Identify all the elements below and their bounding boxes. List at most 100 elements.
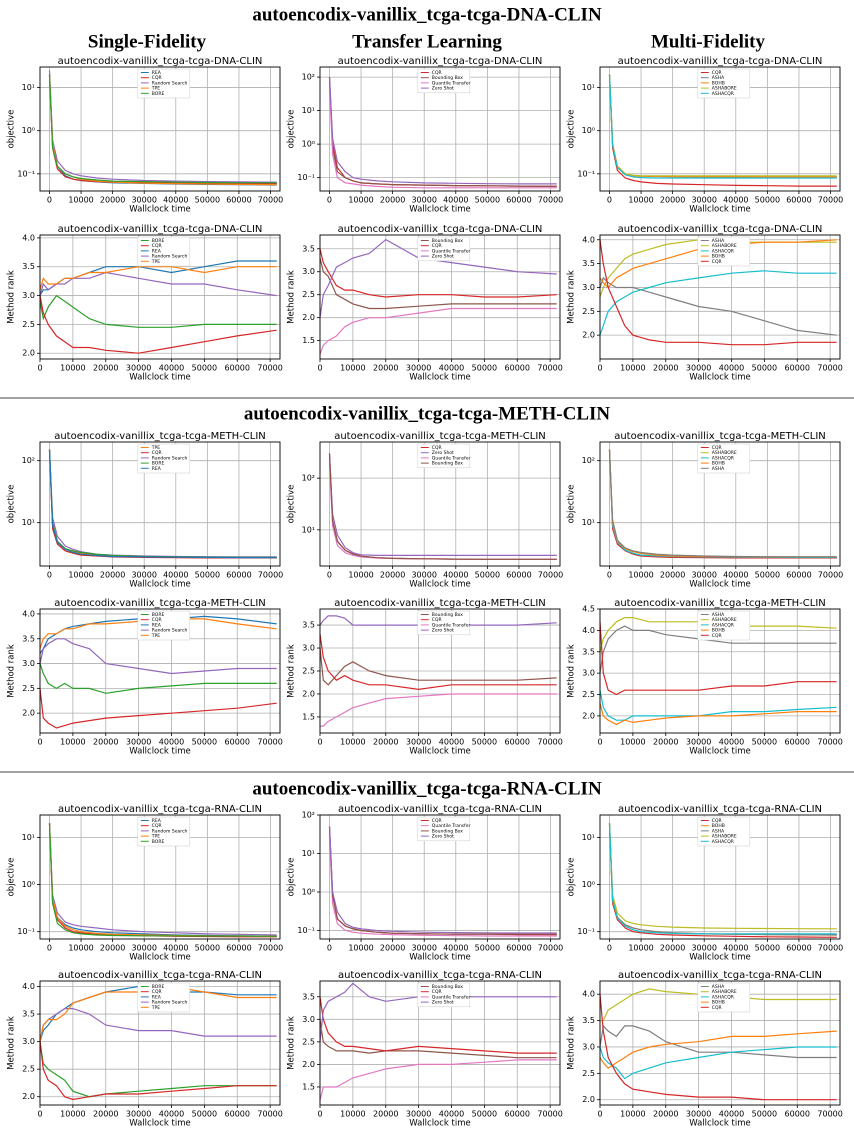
series-line	[600, 625, 837, 674]
axes-frame	[39, 234, 281, 360]
chart-title: autoencodix-vanillix_tcga-tcga-DNA-CLIN	[618, 224, 823, 235]
y-tick-label: 10²	[302, 811, 315, 820]
x-tick-label: 50000	[752, 364, 777, 373]
y-tick-label: 3.5	[22, 1010, 35, 1019]
x-tick-label: 30000	[691, 196, 716, 205]
y-tick-label: 3.0	[302, 644, 315, 653]
legend-label: ASHABORE	[712, 989, 737, 995]
series-line	[320, 647, 557, 686]
plot-area	[608, 74, 837, 187]
x-tick-label: 30000	[131, 944, 156, 953]
legend-label: BORE	[152, 612, 165, 618]
plot-area	[328, 77, 557, 189]
x-tick-label: 20000	[380, 944, 405, 953]
x-tick-label: 70000	[817, 364, 842, 373]
y-tick-label: 2.0	[302, 689, 315, 698]
x-tick-label: 50000	[472, 738, 497, 747]
x-tick-label: 0	[327, 571, 332, 580]
x-tick-label: 20000	[660, 196, 685, 205]
x-tick-label: 50000	[195, 571, 220, 580]
plot-area	[600, 988, 837, 1101]
series-line	[40, 294, 277, 328]
y-tick-label: 10¹	[302, 106, 315, 115]
chart-title: autoencodix-vanillix_tcga-tcga-DNA-CLIN	[618, 56, 823, 67]
x-axis-label: Wallclock time	[689, 580, 751, 590]
x-tick-label: 10000	[60, 364, 85, 373]
x-tick-label: 0	[607, 944, 612, 953]
axes-frame	[39, 441, 281, 567]
x-axis-label: Wallclock time	[129, 953, 191, 963]
y-tick-label: 10⁻¹	[577, 927, 595, 936]
x-tick-label: 60000	[785, 738, 810, 747]
x-axis-label: Wallclock time	[129, 373, 191, 383]
y-tick-label: 3.5	[22, 262, 35, 271]
y-tick-label: 10⁻¹	[17, 169, 35, 178]
x-axis-label: Wallclock time	[409, 373, 471, 383]
y-tick-label: 2.5	[22, 684, 35, 693]
legend-label: Zero Shot	[432, 834, 454, 840]
y-axis-label: objective	[287, 485, 297, 524]
series-line	[608, 823, 837, 938]
x-tick-label: 10000	[348, 571, 373, 580]
x-tick-label: 70000	[258, 196, 283, 205]
legend-box	[697, 610, 751, 641]
x-tick-label: 60000	[225, 364, 250, 373]
x-axis-label: Wallclock time	[689, 373, 751, 383]
y-tick-label: 10¹	[22, 83, 35, 92]
legend-label: Random Search	[152, 828, 188, 834]
y-axis-label: Method rank	[7, 644, 17, 698]
chart-title: autoencodix-vanillix_tcga-tcga-RNA-CLIN	[338, 804, 542, 815]
x-axis-label: Wallclock time	[689, 1119, 751, 1129]
x-tick-label: 50000	[755, 196, 780, 205]
y-tick-label: 2.5	[302, 667, 315, 676]
chart-title: autoencodix-vanillix_tcga-tcga-DNA-CLIN	[58, 224, 263, 235]
y-axis-label: Method rank	[287, 1016, 297, 1070]
series-line	[328, 835, 557, 937]
legend-label: TPE	[151, 633, 160, 639]
y-axis-label: Method rank	[7, 1016, 17, 1070]
y-tick-label: 3.0	[22, 1037, 35, 1046]
legend-label: REA	[152, 622, 162, 628]
legend-label: ASHACQR	[712, 839, 734, 845]
legend-label: BORE	[152, 839, 165, 845]
y-axis-label: objective	[7, 485, 17, 524]
legend-label: REA	[152, 70, 162, 76]
series-line	[48, 70, 277, 183]
legend-label: CQR	[712, 70, 722, 76]
x-tick-label: 30000	[406, 1110, 431, 1119]
x-tick-label: 20000	[380, 571, 405, 580]
x-tick-label: 10000	[68, 571, 93, 580]
legend-label: TPE	[151, 445, 160, 451]
legend-label: ASHACQR	[712, 248, 734, 254]
y-axis-label: objective	[287, 858, 297, 897]
y-tick-label: 3.0	[302, 267, 315, 276]
series-line	[328, 826, 557, 934]
y-tick-label: 10¹	[302, 849, 315, 858]
legend-label: CQR	[152, 989, 162, 995]
x-tick-label: 50000	[192, 738, 217, 747]
x-tick-label: 0	[597, 364, 602, 373]
y-tick-label: 10⁻¹	[297, 926, 315, 935]
axes-frame	[39, 608, 281, 734]
x-tick-label: 20000	[660, 571, 685, 580]
y-tick-label: 3.0	[582, 669, 595, 678]
series-line	[600, 994, 837, 1101]
series-line	[40, 638, 277, 675]
x-tick-label: 50000	[752, 1110, 777, 1119]
y-tick-label: 10⁻¹	[297, 173, 315, 182]
chart-title: autoencodix-vanillix_tcga-tcga-RNA-CLIN	[58, 970, 262, 981]
x-tick-label: 20000	[653, 1110, 678, 1119]
y-axis-label: objective	[287, 110, 297, 149]
x-tick-label: 50000	[192, 1110, 217, 1119]
x-tick-label: 40000	[719, 1110, 744, 1119]
y-axis-label: Method rank	[567, 270, 577, 324]
x-tick-label: 30000	[131, 196, 156, 205]
y-tick-label: 1.5	[302, 1082, 315, 1091]
x-tick-label: 40000	[443, 571, 468, 580]
x-tick-label: 0	[597, 738, 602, 747]
plot-area	[48, 70, 277, 186]
series-line	[608, 74, 837, 179]
legend-label: ASHABORE	[712, 243, 737, 249]
series-line	[40, 985, 277, 1042]
axes-frame	[319, 234, 561, 360]
